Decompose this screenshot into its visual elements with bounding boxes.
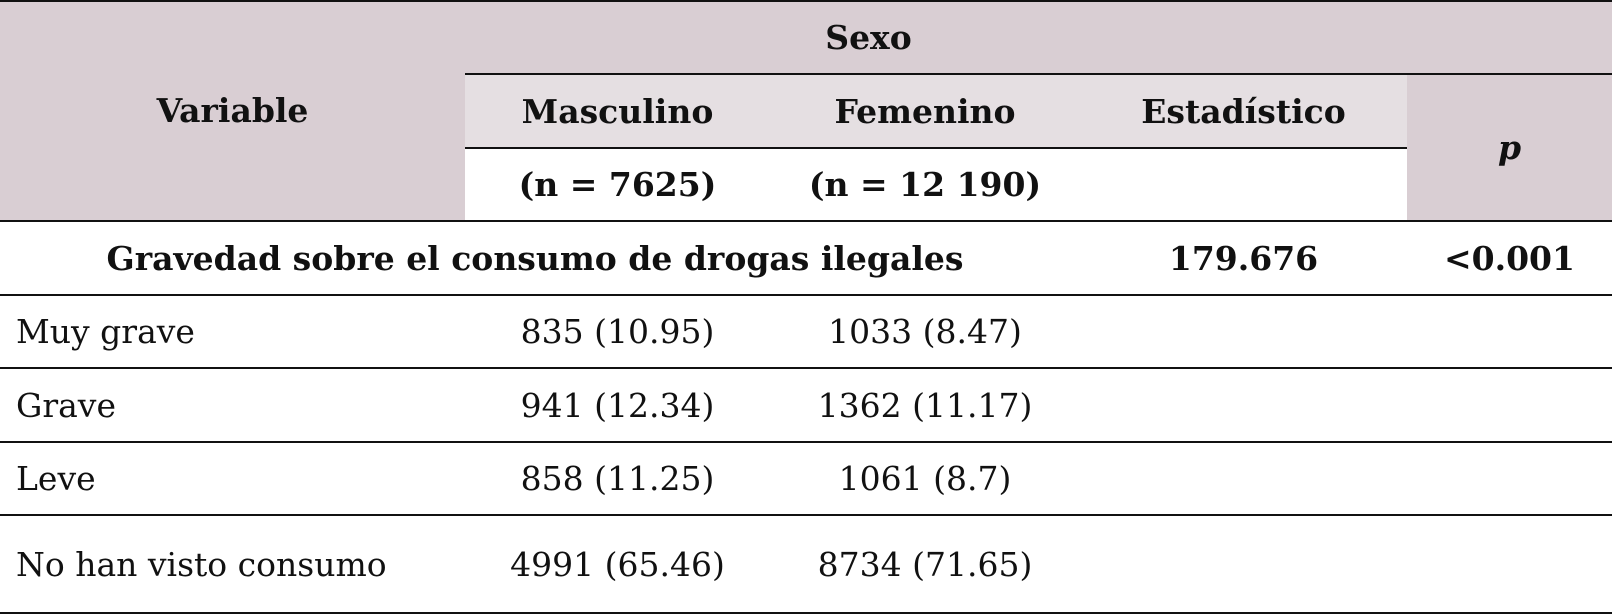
- rule: [0, 0, 1612, 2]
- subheader-bg: [465, 74, 1407, 148]
- section-p: <0.001: [1444, 238, 1575, 278]
- row-label: No han visto consumo: [16, 544, 387, 584]
- row-label: Muy grave: [16, 312, 195, 351]
- cell: 1061 (8.7): [838, 459, 1012, 498]
- rule: [0, 514, 1612, 516]
- cell: 1362 (11.17): [817, 385, 1033, 425]
- rule: [0, 441, 1612, 443]
- row-label: Grave: [16, 385, 116, 425]
- n-row-bg: [465, 148, 1407, 221]
- section-statistic: 179.676: [1168, 238, 1319, 278]
- statistic-header: Estadístico: [1141, 91, 1346, 131]
- rule: [0, 367, 1612, 369]
- cell: 858 (11.25): [520, 459, 715, 498]
- rule: [465, 147, 1407, 149]
- rule: [0, 294, 1612, 296]
- group-header: Sexo: [825, 17, 912, 57]
- rule: [0, 220, 1612, 222]
- cell: 4991 (65.46): [510, 544, 725, 584]
- cell: 941 (12.34): [520, 385, 715, 425]
- n-label: (n = 7625): [518, 165, 717, 204]
- cell: 8734 (71.65): [817, 544, 1033, 584]
- column-header: Femenino: [834, 91, 1016, 131]
- n-label: (n = 12 190): [808, 165, 1042, 204]
- column-header: Masculino: [521, 91, 714, 131]
- section-label: Gravedad sobre el consumo de drogas ileg…: [106, 238, 964, 278]
- cell: 835 (10.95): [520, 312, 715, 351]
- row-label: Leve: [16, 459, 96, 498]
- rule: [465, 73, 1612, 75]
- variable-header: Variable: [156, 91, 309, 130]
- cell: 1033 (8.47): [828, 312, 1022, 351]
- p-header: p: [1497, 128, 1522, 167]
